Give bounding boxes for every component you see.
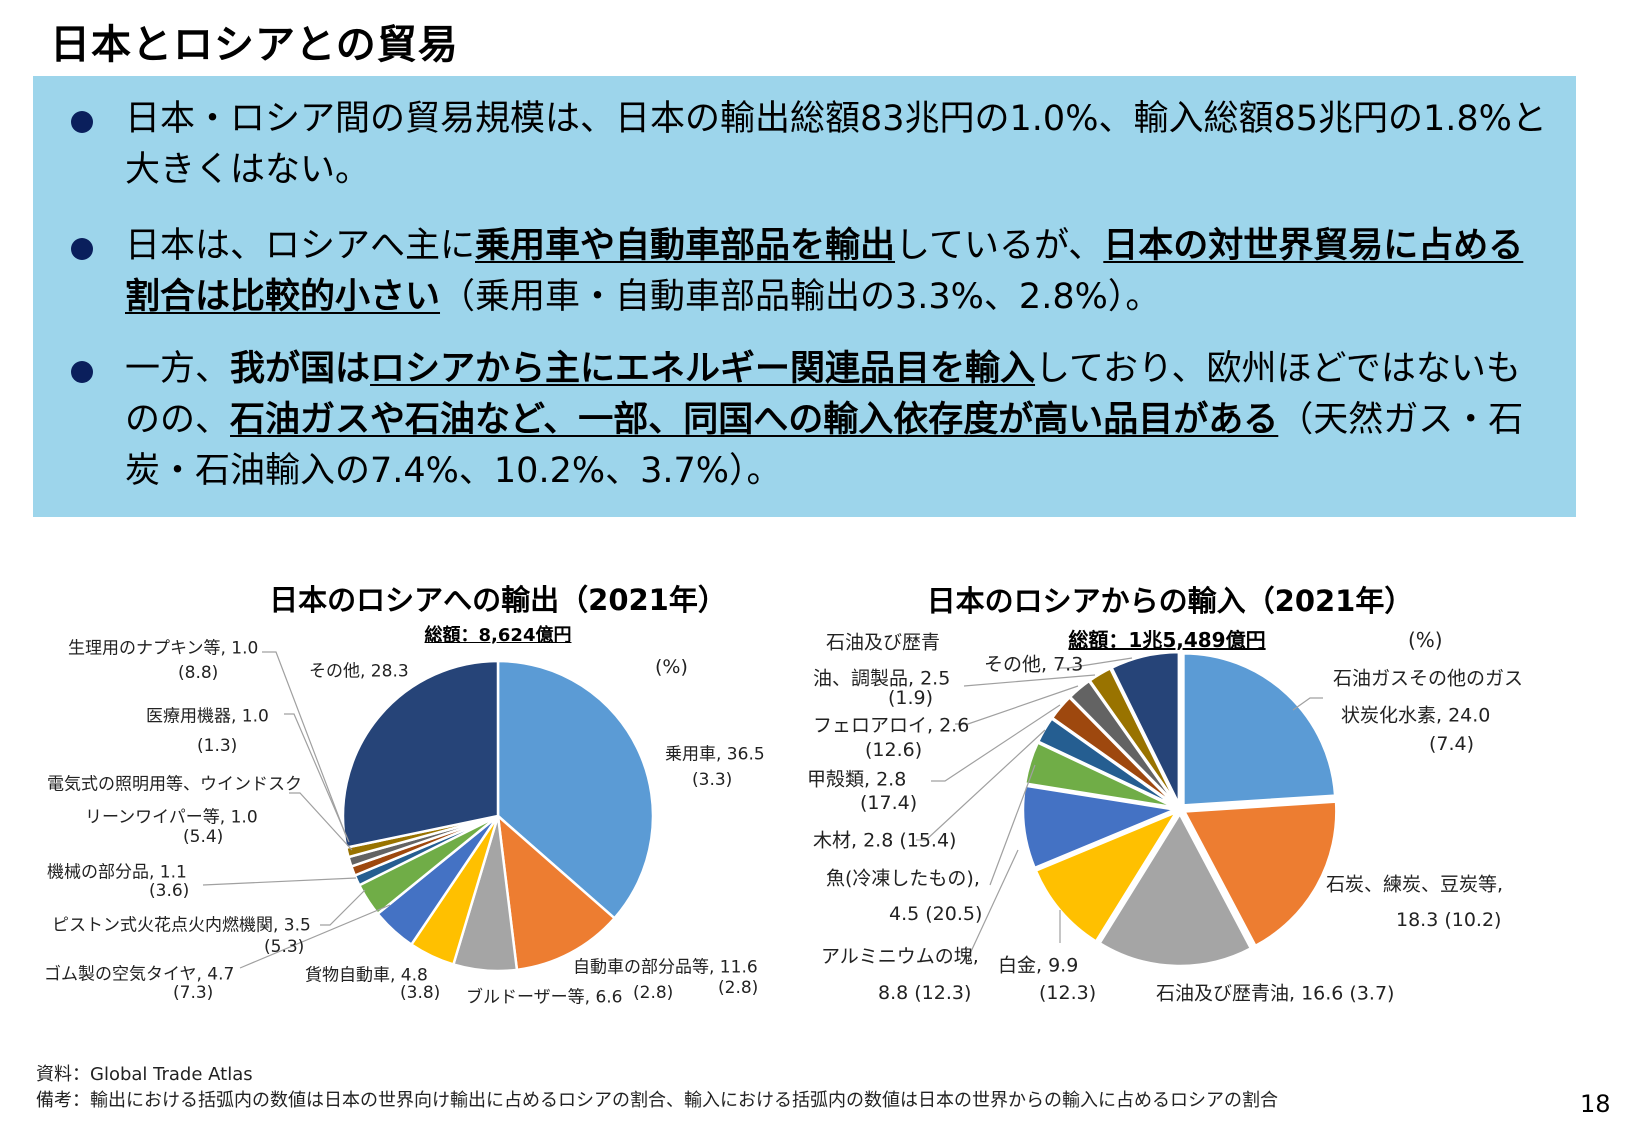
leader-line (963, 674, 1096, 687)
leader-line (916, 729, 1046, 841)
import-label-ferroalloy: フェロアロイ, 2.6 (813, 714, 970, 737)
import-label-lpg-2: 状炭化水素, 24.0 (1341, 704, 1491, 727)
pie-slice (1097, 811, 1253, 968)
import-label-coal-2: 18.3 (10.2) (1396, 909, 1502, 931)
import-chart-title: 日本のロシアからの輸入（2021年） (926, 584, 1414, 618)
leader-line (967, 849, 1019, 959)
leader-line (289, 792, 353, 851)
bullet-text: 日本・ロシア間の貿易規模は、日本の輸出総額83兆円の1.0%、輸入総額85兆円の… (125, 94, 1550, 196)
export-label-trucks: 貨物自動車, 4.8 (305, 965, 428, 986)
export-label-cars: 乗用車, 36.5 (665, 744, 765, 765)
import-label-other: その他, 7.3 (984, 653, 1084, 676)
leader-line (262, 651, 347, 837)
leader-line (239, 904, 391, 969)
leader-line (1058, 657, 1133, 669)
leader-line (989, 764, 1036, 886)
import-label-fish-2: 4.5 (20.5) (889, 903, 983, 925)
bullet-emphasis: 我が国は (230, 349, 371, 389)
pie-slice (1109, 650, 1181, 805)
export-share-medical: (1.3) (197, 736, 238, 756)
pie-slice (496, 659, 655, 921)
leader-line (202, 877, 357, 886)
import-share-lpg: (7.4) (1429, 733, 1475, 755)
page-title: 日本とロシアとの貿易 (50, 22, 459, 68)
export-pie (341, 659, 655, 973)
export-share-trucks: (3.8) (400, 983, 441, 1003)
bullet-emphasis: ロシアから主にエネルギー関連品目を輸入 (370, 349, 1036, 389)
pie-slice (496, 812, 617, 972)
export-label-auto-parts: 自動車の部分品等, 11.6 (573, 957, 758, 978)
pie-slice (341, 659, 500, 850)
import-label-coal-1: 石炭、練炭、豆炭等, (1326, 873, 1504, 896)
bullet-dot-icon (71, 111, 93, 133)
bullet-segment: しているが、 (895, 226, 1104, 266)
bullet-segment: 一方、 (125, 349, 231, 389)
export-share-napkin: (8.8) (178, 663, 219, 683)
leader-line (955, 685, 1079, 725)
export-share-lighting: (5.4) (183, 827, 224, 847)
export-label-napkin: 生理用のナプキン等, 1.0 (68, 638, 259, 659)
import-share-platinum: (12.3) (1039, 982, 1097, 1004)
import-label-aluminium-1: アルミニウムの塊, (821, 945, 979, 968)
bullet-text: 日本は、ロシアへ主に乗用車や自動車部品を輸出しているが、日本の対世界貿易に占める… (125, 221, 1550, 323)
bullet-segment: 日本・ロシア間の貿易規模は、日本の輸出総額83兆円の1.0%、輸入総額85兆円の… (125, 99, 1547, 190)
export-label-lighting-2: リーンワイパー等, 1.0 (85, 807, 258, 828)
import-label-aluminium-2: 8.8 (12.3) (878, 982, 972, 1004)
import-label-petroleum-prep-2: 油、調製品, 2.5 (813, 667, 951, 690)
export-label-medical: 医療用機器, 1.0 (146, 706, 269, 727)
bullet-dot-icon (71, 361, 93, 383)
export-total: 総額：8,624億円 (424, 625, 572, 646)
export-label-tires: ゴム製の空気タイヤ, 4.7 (44, 964, 235, 985)
page-number: 18 (1580, 1090, 1611, 1118)
import-share-crustaceans: (17.4) (860, 792, 918, 814)
bullet-dot-icon (71, 238, 93, 260)
export-unit-label: (%) (655, 656, 688, 678)
bullet-emphasis: 日本の対世界貿易に占める割合は比較的小さい (125, 226, 1524, 317)
bullet-segment: （乗用車・自動車部品輸出の3.3%、2.8%）。 (440, 277, 1161, 317)
export-share-piston: (5.3) (264, 937, 305, 957)
leader-line (931, 704, 1061, 782)
bullet-text: 一方、我が国はロシアから主にエネルギー関連品目を輸入しており、欧州ほどではないも… (125, 344, 1550, 497)
bullet-segment: しており、欧州ほどではないものの、 (125, 349, 1521, 440)
bullet-segment: 日本は、ロシアへ主に (125, 226, 476, 266)
export-share-auto-parts: (2.8) (718, 978, 759, 998)
export-label-other: その他, 28.3 (309, 661, 409, 682)
import-total: 総額：1兆5,489億円 (1068, 628, 1266, 652)
source-note: 資料：Global Trade Atlas (36, 1064, 253, 1085)
import-label-fish-1: 魚(冷凍したもの), (826, 867, 980, 890)
export-share-tires: (7.3) (173, 983, 214, 1003)
bullet-emphasis: 乗用車や自動車部品を輸出 (475, 226, 896, 266)
import-label-platinum: 白金, 9.9 (998, 954, 1079, 977)
leader-line (320, 889, 366, 926)
export-label-piston: ピストン式火花点火内燃機関, 3.5 (52, 915, 311, 936)
leader-line (284, 713, 350, 843)
bullet-segment: （天然ガス・石炭・石油輸入の7.4%、10.2%、3.7%）。 (125, 400, 1524, 491)
export-label-bulldozers: ブルドーザー等, 6.6 (466, 987, 623, 1008)
pie-slice (1087, 666, 1179, 806)
import-label-petroleum-oil: 石油及び歴青油, 16.6 (3.7) (1156, 982, 1395, 1005)
import-label-lpg-1: 石油ガスその他のガス (1333, 667, 1524, 690)
summary-box: 日本・ロシア間の貿易規模は、日本の輸出総額83兆円の1.0%、輸入総額85兆円の… (33, 76, 1576, 517)
remarks-note: 備考：輸出における括弧内の数値は日本の世界向け輸出に占めるロシアの割合、輸入にお… (36, 1090, 1278, 1111)
pie-slice (1021, 784, 1180, 870)
bullet-emphasis: 石油ガスや石油など、一部、同国への輸入依存度が高い品目がある (230, 400, 1279, 440)
leader-lines (202, 651, 1323, 969)
export-label-lighting-1: 電気式の照明用等、ウインドスク (47, 774, 302, 795)
import-share-ferroalloy: (12.6) (865, 739, 923, 761)
export-share-machine-parts: (3.6) (149, 881, 190, 901)
leader-line (1292, 697, 1323, 711)
export-chart-title: 日本のロシアへの輸出（2021年） (269, 583, 727, 617)
pie-slice (1182, 652, 1337, 807)
export-label-machine-parts: 機械の部分品, 1.1 (47, 862, 187, 883)
import-label-wood: 木材, 2.8 (15.4) (813, 829, 957, 852)
import-label-petroleum-prep-1: 石油及び歴青 (826, 631, 941, 654)
export-share-bulldozers: (2.8) (633, 983, 674, 1003)
import-label-crustaceans: 甲殻類, 2.8 (807, 768, 907, 791)
import-share-petroleum-prep: (1.9) (888, 687, 934, 709)
import-pie (1021, 650, 1338, 968)
import-unit-label: (%) (1408, 628, 1443, 652)
export-share-cars: (3.3) (692, 770, 733, 790)
pie-slice (1182, 800, 1338, 948)
